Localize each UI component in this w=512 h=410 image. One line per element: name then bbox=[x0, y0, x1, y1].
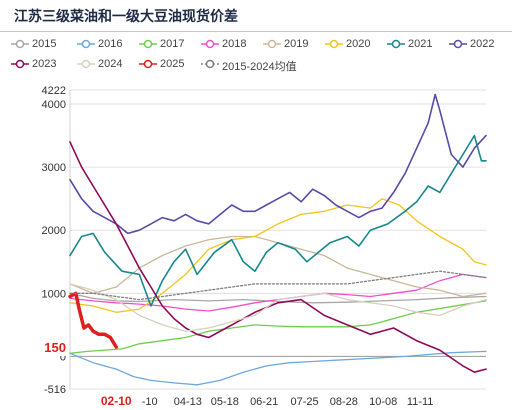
series-line-2018 bbox=[69, 273, 487, 312]
y-tick-label: 0 bbox=[60, 351, 66, 363]
legend-marker-icon bbox=[201, 59, 219, 69]
legend-label: 2025 bbox=[160, 58, 185, 70]
y-tick-label: 2000 bbox=[42, 225, 66, 237]
data-series bbox=[68, 93, 487, 386]
y-tick-label: 3000 bbox=[42, 162, 66, 174]
x-tick-label: 10-08 bbox=[369, 396, 397, 408]
legend-marker-icon bbox=[11, 59, 29, 69]
x-tick-label: -10 bbox=[142, 396, 158, 408]
chart-legend: 2015 2016 2017 2018 2019 2020 2021 2022 2023 2024… bbox=[0, 33, 512, 75]
y-axis-tick-labels: -516 0 1000 2000 3000 4000 4222 bbox=[42, 85, 66, 396]
x-tick-label: 06-21 bbox=[250, 396, 278, 408]
legend-marker-icon bbox=[449, 39, 467, 49]
x-tick-label: 07-25 bbox=[291, 396, 319, 408]
latest-value-label: 150 bbox=[44, 340, 66, 355]
legend-label: 2015-2024均值 bbox=[222, 61, 297, 73]
legend-label: 2018 bbox=[222, 38, 247, 50]
y-tick-label: -516 bbox=[44, 384, 66, 396]
legend-marker-icon bbox=[263, 39, 281, 49]
series-line-2015-2024均值 bbox=[69, 270, 487, 301]
chart-title: 江苏三级菜油和一级大豆油现货价差 bbox=[14, 9, 238, 25]
series-line-2023 bbox=[69, 141, 487, 373]
series-line-2025 bbox=[68, 291, 118, 349]
x-tick-label: 04-13 bbox=[174, 396, 202, 408]
legend-marker-icon bbox=[325, 39, 343, 49]
series-line-2020 bbox=[69, 198, 487, 313]
x-tick-label: 11-11 bbox=[407, 396, 434, 408]
legend-label: 2016 bbox=[98, 38, 123, 50]
series-line-2022 bbox=[69, 93, 487, 235]
y-tick-label: 4000 bbox=[42, 99, 66, 111]
series-line-2016 bbox=[69, 350, 487, 386]
legend-label: 2021 bbox=[408, 38, 433, 50]
annotations: 150 bbox=[38, 337, 68, 356]
legend-marker-icon bbox=[77, 59, 95, 69]
legend-marker-icon bbox=[77, 39, 95, 49]
legend-label: 2023 bbox=[32, 58, 57, 70]
x-tick-label: 05-18 bbox=[211, 396, 239, 408]
series-line-2015 bbox=[69, 292, 487, 304]
legend-label: 2020 bbox=[346, 38, 371, 50]
legend-label: 2022 bbox=[470, 38, 495, 50]
series-line-2021 bbox=[69, 134, 487, 307]
legend-label: 2017 bbox=[160, 38, 185, 50]
legend-marker-icon bbox=[387, 39, 405, 49]
series-line-2019 bbox=[69, 235, 487, 298]
legend-marker-icon bbox=[139, 59, 157, 69]
latest-value-badge bbox=[38, 337, 68, 356]
legend-marker-icon bbox=[11, 39, 29, 49]
series-line-2017 bbox=[69, 300, 487, 354]
x-tick-label: 08-28 bbox=[330, 396, 358, 408]
legend-marker-icon bbox=[201, 39, 219, 49]
y-tick-label: 4222 bbox=[42, 85, 66, 97]
y-tick-label: 1000 bbox=[42, 288, 66, 300]
x-axis-tick-labels: 02-10 -10 04-13 05-18 06-21 07-25 08-28 10-08 11… bbox=[101, 394, 434, 408]
x-tick-label: 02-10 bbox=[101, 394, 132, 408]
legend-label: 2019 bbox=[284, 38, 309, 50]
legend-label: 2015 bbox=[32, 38, 57, 50]
title-divider bbox=[0, 31, 512, 32]
legend-label: 2024 bbox=[98, 58, 123, 70]
series-line-2024 bbox=[69, 283, 487, 332]
legend-marker-icon bbox=[139, 39, 157, 49]
